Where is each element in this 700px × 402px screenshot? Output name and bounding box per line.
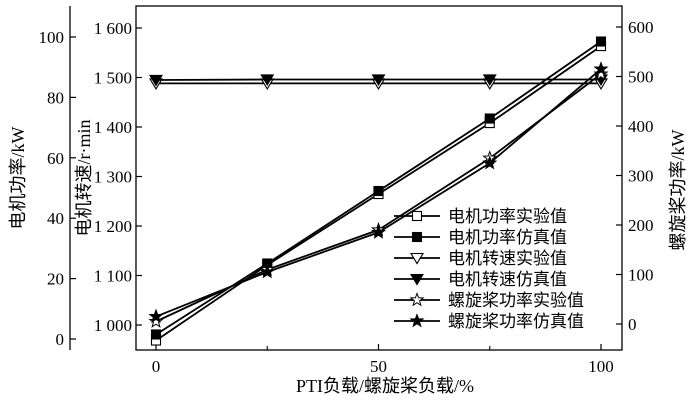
left-inner-tick-label: 1 200: [94, 217, 132, 236]
legend-item: 电机转速实验值: [394, 249, 567, 268]
left-outer-tick-label: 20: [47, 270, 64, 289]
left-outer-tick-label: 100: [39, 28, 65, 47]
left-inner-tick-label: 1 600: [94, 19, 132, 38]
x-tick-label: 0: [152, 357, 161, 376]
legend-marker: [409, 313, 425, 328]
data-point: [149, 74, 163, 87]
left-outer-tick-label: 80: [47, 88, 64, 107]
left-inner-axis-label: 电机转速/r·min: [74, 120, 94, 237]
data-point: [150, 329, 162, 340]
series-4: [149, 74, 608, 87]
legend-label: 电机转速仿真值: [448, 270, 567, 289]
left-outer-axis-label: 电机功率/kW: [8, 126, 28, 229]
data-point: [593, 61, 609, 76]
legend-label: 电机转速实验值: [448, 249, 567, 268]
right-tick-label: 500: [628, 68, 654, 87]
legend-label: 螺旋桨功率仿真值: [448, 312, 584, 331]
right-tick-label: 400: [628, 117, 654, 136]
data-point: [482, 155, 498, 170]
data-point: [484, 113, 495, 124]
data-point: [148, 308, 164, 323]
left-outer-tick-label: 0: [56, 330, 65, 349]
right-tick-label: 0: [628, 315, 637, 334]
left-inner-tick-label: 1 100: [94, 267, 132, 286]
legend-label: 电机功率仿真值: [448, 228, 567, 247]
legend-item: 电机转速仿真值: [394, 270, 567, 289]
data-point: [371, 74, 386, 87]
legend-label: 螺旋桨功率实验值: [448, 291, 584, 310]
series-6: [148, 61, 609, 323]
x-axis-label: PTI负载/螺旋桨负载/%: [296, 376, 474, 396]
right-tick-label: 300: [628, 167, 654, 186]
left-inner-tick-label: 1 000: [94, 316, 132, 335]
data-point: [595, 36, 607, 47]
legend: 电机功率实验值电机功率仿真值电机转速实验值电机转速仿真值螺旋桨功率实验值螺旋桨功…: [394, 207, 584, 331]
left-inner-tick-label: 1 300: [94, 168, 132, 187]
left-inner-tick-label: 1 400: [94, 118, 132, 137]
left-outer-tick-label: 40: [47, 209, 64, 228]
legend-item: 电机功率实验值: [394, 207, 567, 226]
legend-label: 电机功率实验值: [448, 207, 567, 226]
left-inner-tick-label: 1 500: [94, 69, 132, 88]
data-point: [260, 74, 275, 87]
data-point: [373, 185, 384, 197]
legend-item: 螺旋桨功率实验值: [394, 291, 584, 310]
data-point: [482, 74, 497, 87]
right-tick-label: 600: [628, 18, 654, 37]
x-tick-label: 100: [588, 357, 614, 376]
right-tick-label: 200: [628, 216, 654, 235]
data-point: [259, 264, 275, 279]
legend-item: 电机功率仿真值: [394, 228, 567, 247]
left-outer-tick-label: 60: [47, 149, 64, 168]
legend-marker: [410, 273, 424, 286]
right-tick-label: 100: [628, 266, 654, 285]
legend-marker: [409, 292, 425, 307]
legend-marker: [411, 210, 423, 222]
legend-marker: [411, 231, 423, 243]
data-point: [148, 313, 164, 328]
x-tick-label: 50: [370, 357, 387, 376]
legend-item: 螺旋桨功率仿真值: [394, 312, 584, 331]
data-point: [370, 224, 387, 239]
right-axis-label: 螺旋桨功率/kW: [668, 129, 688, 250]
legend-marker: [410, 252, 424, 265]
